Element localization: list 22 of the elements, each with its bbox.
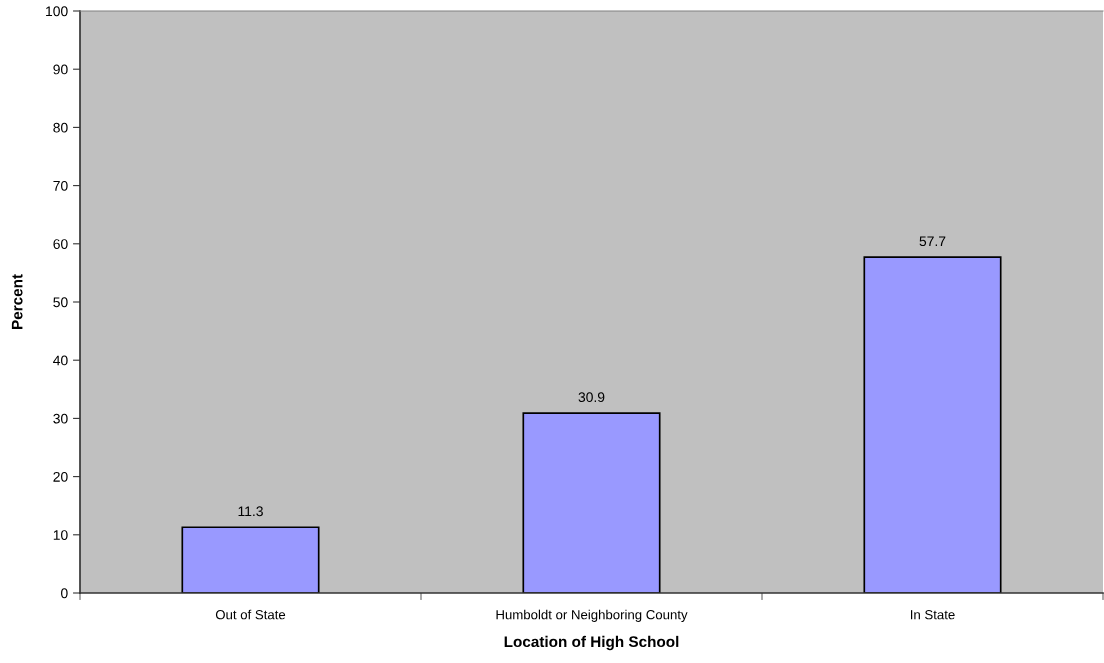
bar — [522, 412, 661, 593]
y-tick-label: 80 — [53, 122, 68, 133]
data-label: 11.3 — [238, 506, 263, 517]
x-tick-label: Humboldt or Neighboring County — [496, 609, 688, 622]
y-tick-label: 50 — [53, 297, 68, 308]
y-tick-label: 100 — [46, 6, 68, 17]
y-tick-label: 20 — [53, 471, 68, 482]
x-tick-label: In State — [910, 610, 955, 620]
y-tick-label: 30 — [53, 413, 68, 424]
y-tick-label: 40 — [53, 355, 68, 366]
bar — [863, 256, 1002, 593]
bar — [181, 526, 320, 593]
y-tick-label: 90 — [53, 64, 68, 75]
y-axis-title: Percent — [11, 274, 23, 329]
y-tick-label: 0 — [61, 588, 68, 599]
x-axis-title: Location of High School — [504, 635, 679, 651]
data-label: 57.7 — [919, 236, 946, 247]
x-tick-label: Out of State — [215, 609, 286, 620]
y-tick-label: 70 — [53, 180, 68, 191]
y-tick-label: 10 — [53, 530, 68, 540]
data-label: 30.9 — [578, 392, 605, 403]
y-tick-label: 60 — [53, 239, 68, 249]
